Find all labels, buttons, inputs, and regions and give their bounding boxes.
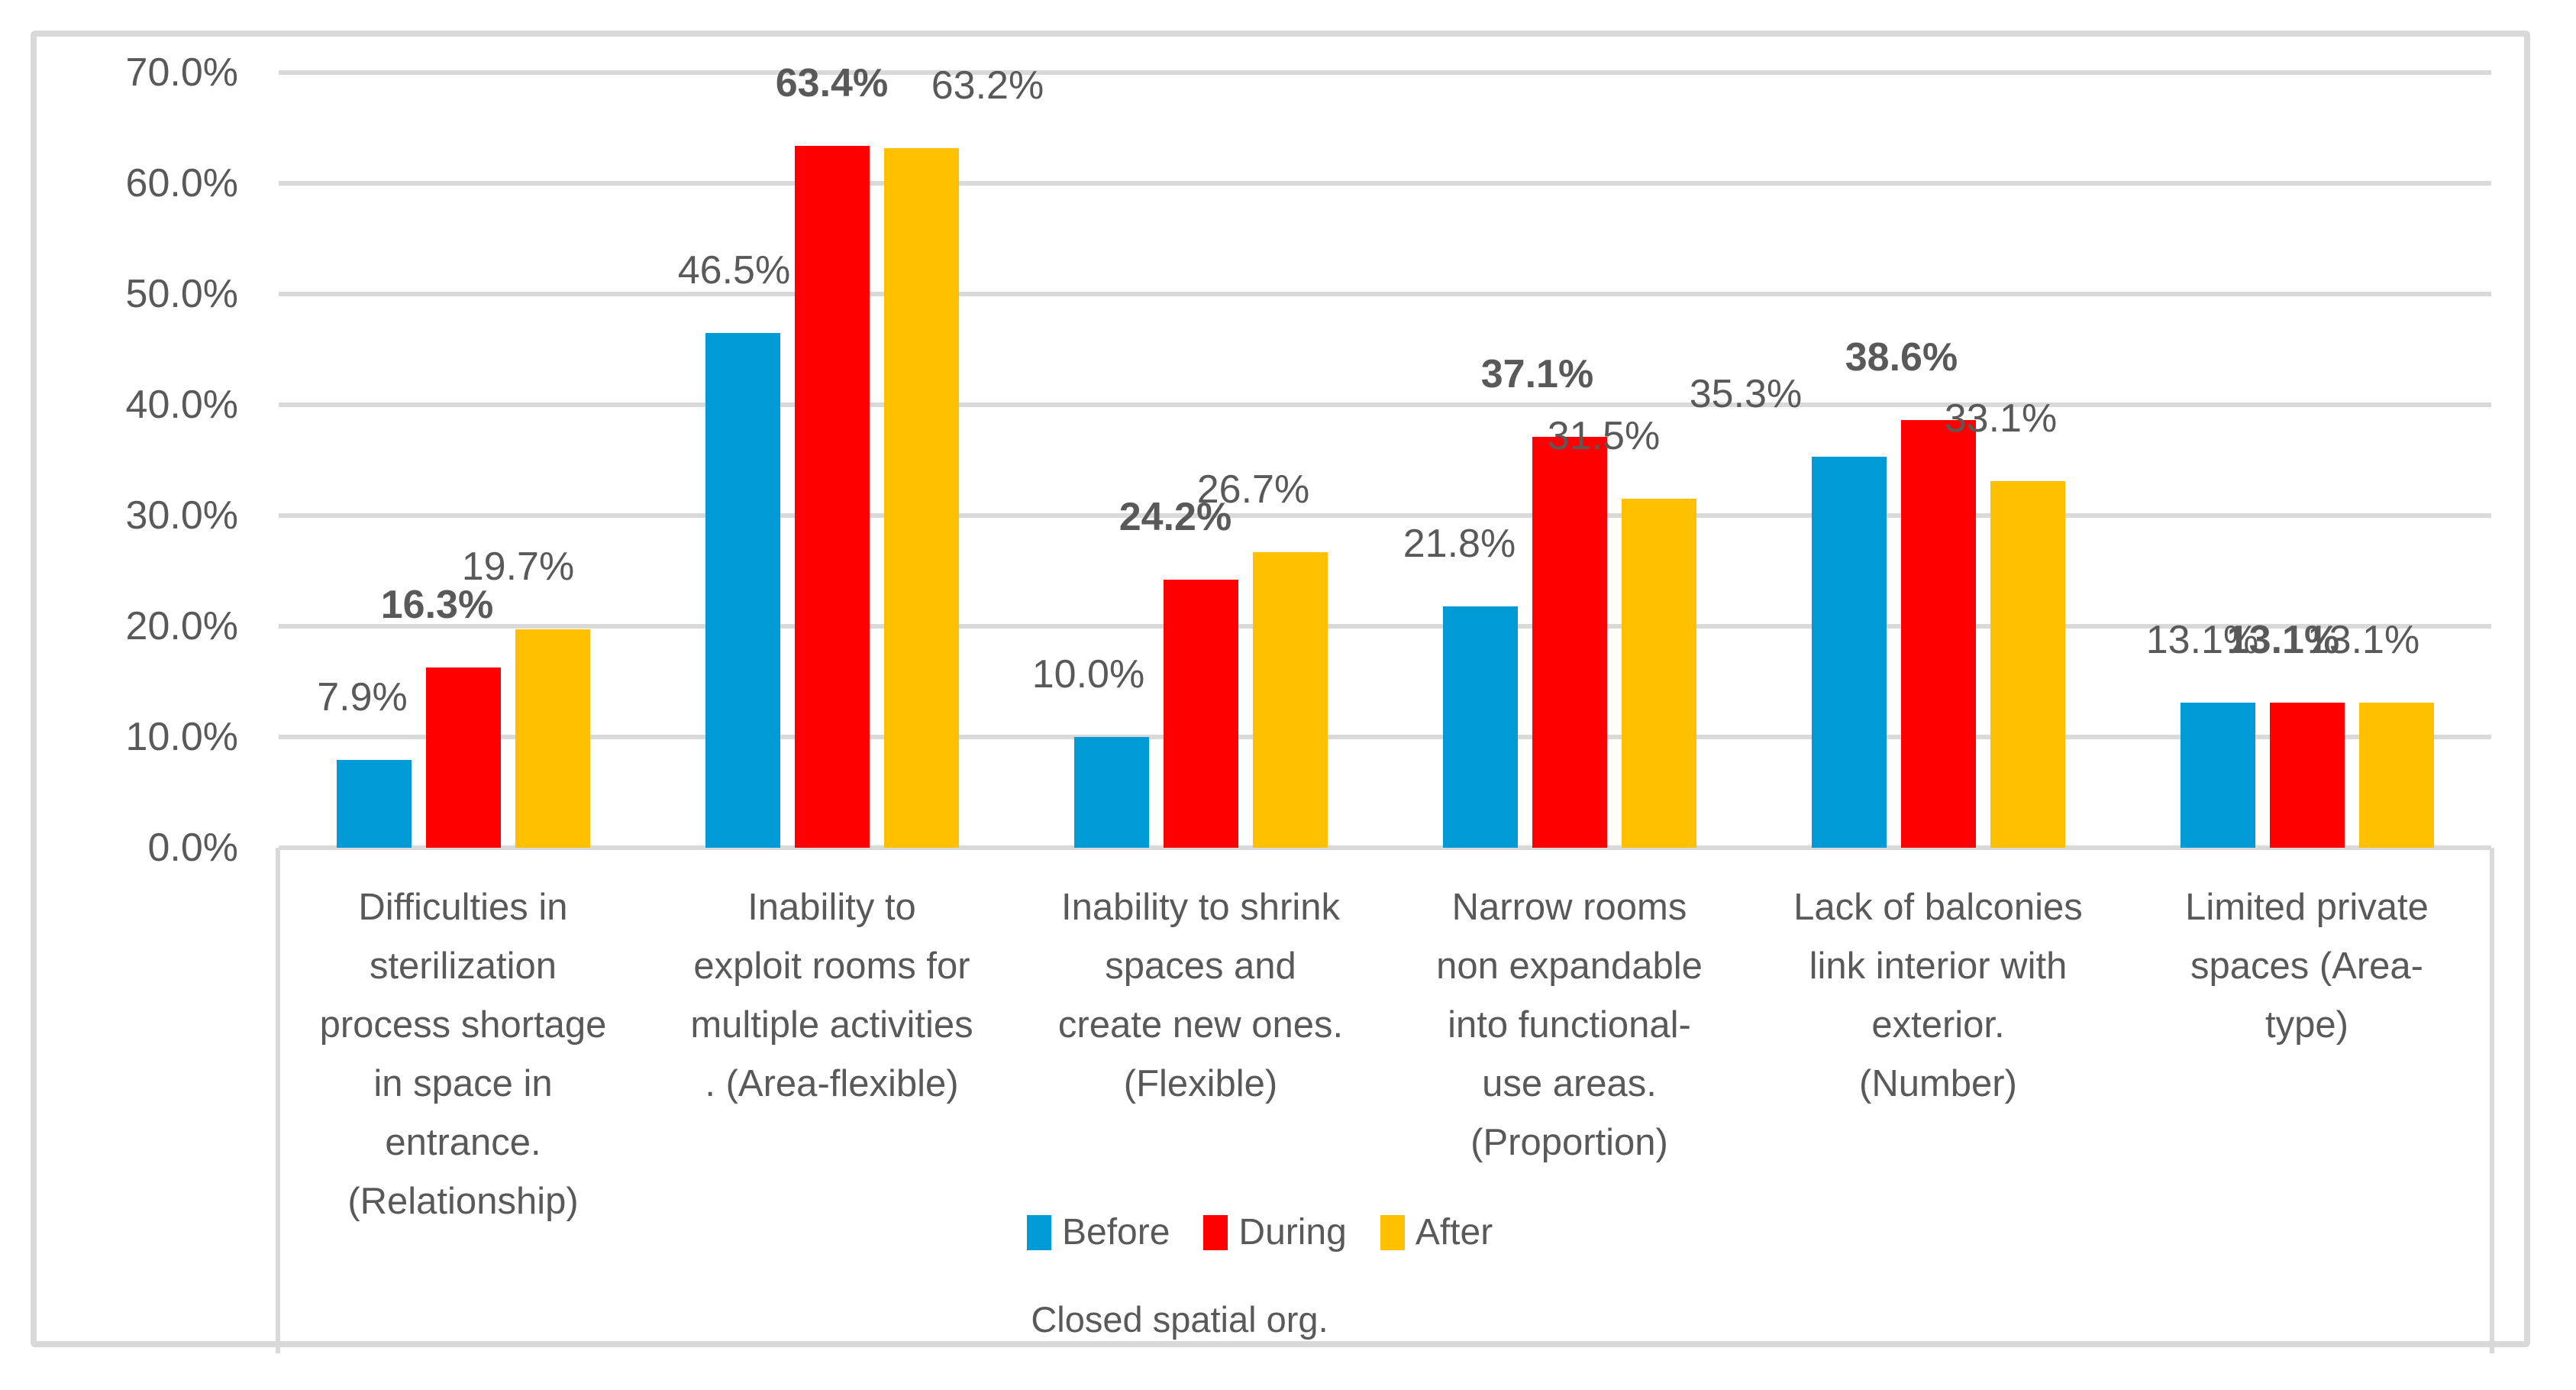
data-label-before-5: 35.3% (1689, 372, 1803, 417)
axis-box-border (2490, 848, 2494, 1353)
gridline (279, 513, 2491, 518)
y-tick-label: 10.0% (125, 715, 238, 759)
legend-swatch-during (1203, 1215, 1228, 1250)
data-label-during-3: 24.2% (1119, 495, 1232, 540)
data-label-before-2: 46.5% (677, 247, 791, 293)
gridline (279, 735, 2491, 739)
gridline (279, 624, 2491, 629)
data-label-after-5: 33.1% (1944, 396, 2058, 441)
bar-after-6 (2358, 703, 2434, 848)
gridline (279, 845, 2491, 850)
gridline (279, 181, 2491, 186)
category-label-6: Limited private spaces (Area- type) (2185, 887, 2429, 1046)
data-label-before-3: 10.0% (1031, 652, 1145, 697)
y-tick-label: 40.0% (125, 383, 238, 427)
data-label-after-3: 26.7% (1196, 467, 1310, 512)
legend-item-after: After (1380, 1213, 1493, 1253)
y-tick-label: 0.0% (147, 826, 238, 870)
chart-outer-border (31, 31, 2530, 1347)
axis-box-border (276, 848, 280, 1353)
bar-during-1 (425, 667, 501, 848)
gridline (279, 70, 2491, 75)
bar-before-6 (2180, 703, 2255, 848)
legend-item-before: Before (1027, 1213, 1170, 1253)
bar-during-5 (1900, 420, 1976, 848)
data-label-before-6: 13.1% (2145, 618, 2259, 663)
bar-during-2 (794, 145, 870, 848)
y-tick-label: 30.0% (125, 493, 238, 538)
bar-before-1 (336, 760, 412, 848)
bar-before-3 (1073, 737, 1149, 848)
data-label-after-4: 31.5% (1547, 414, 1661, 459)
bar-before-4 (1442, 606, 1518, 848)
bar-during-3 (1163, 580, 1238, 848)
y-tick-label: 70.0% (125, 50, 238, 95)
legend-label-after: After (1415, 1212, 1493, 1253)
data-label-before-1: 7.9% (317, 675, 408, 720)
y-tick-label: 20.0% (125, 604, 238, 648)
gridline (279, 292, 2491, 296)
legend-item-during: During (1203, 1212, 1347, 1253)
legend-label-during: During (1238, 1212, 1347, 1253)
legend: Before During After (1027, 1213, 1493, 1253)
data-label-during-6: 13.1% (2226, 618, 2340, 663)
legend-swatch-after (1380, 1215, 1405, 1250)
bar-after-4 (1621, 499, 1696, 848)
bar-before-5 (1811, 457, 1887, 848)
bar-after-2 (883, 147, 959, 848)
category-label-3: Inability to shrink spaces and create ne… (1057, 887, 1344, 1104)
data-label-after-2: 63.2% (931, 63, 1044, 108)
legend-swatch-before (1027, 1215, 1051, 1250)
data-label-before-4: 21.8% (1403, 521, 1516, 566)
data-label-during-2: 63.4% (775, 60, 889, 105)
x-axis-title: Closed spatial org. (1031, 1299, 1328, 1340)
data-label-after-1: 19.7% (461, 545, 575, 590)
category-label-2: Inability to exploit rooms for multiple … (690, 887, 973, 1104)
bar-after-3 (1252, 551, 1328, 848)
gridline (279, 402, 2491, 407)
bar-after-1 (515, 629, 590, 848)
bar-before-2 (705, 332, 780, 848)
data-label-during-5: 38.6% (1845, 335, 1958, 380)
y-tick-label: 50.0% (125, 272, 238, 316)
bar-during-6 (2269, 703, 2345, 848)
data-label-after-6: 13.1% (2306, 618, 2420, 663)
category-label-1: Difficulties in sterilization process sh… (319, 887, 607, 1222)
bar-during-4 (1532, 437, 1607, 848)
data-label-during-1: 16.3% (380, 582, 494, 627)
category-label-4: Narrow rooms non expandable into functio… (1436, 887, 1703, 1163)
bar-after-5 (1990, 481, 2065, 848)
category-label-5: Lack of balconies link interior with ext… (1793, 887, 2083, 1104)
data-label-during-4: 37.1% (1480, 352, 1594, 397)
y-tick-label: 60.0% (125, 161, 238, 205)
legend-label-before: Before (1062, 1212, 1170, 1253)
